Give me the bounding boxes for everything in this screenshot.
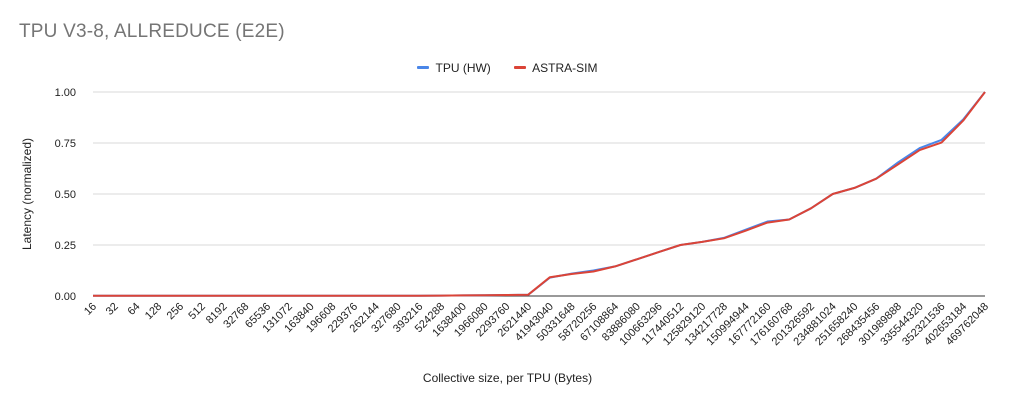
- legend-swatch-astra-sim: [514, 66, 527, 69]
- x-tick-label: 128: [143, 301, 164, 322]
- legend-item-tpu-hw[interactable]: TPU (HW): [417, 60, 491, 75]
- chart-title: TPU V3-8, ALLREDUCE (E2E): [19, 21, 285, 42]
- y-tick-label: 0.50: [55, 189, 76, 201]
- x-axis-label: Collective size, per TPU (Bytes): [422, 371, 593, 385]
- legend-label-astra-sim: ASTRA-SIM: [532, 60, 598, 75]
- legend-item-astra-sim[interactable]: ASTRA-SIM: [514, 60, 598, 75]
- y-tick-label: 0.25: [55, 240, 76, 252]
- x-tick-label: 64: [125, 301, 142, 318]
- y-tick-label: 1.00: [55, 87, 76, 99]
- y-tick-label: 0.00: [55, 291, 76, 303]
- x-tick-label: 256: [165, 301, 186, 322]
- series-line-astra-sim[interactable]: [93, 91, 986, 297]
- legend-label-tpu-hw: TPU (HW): [435, 60, 491, 75]
- x-tick-label: 32: [104, 301, 121, 318]
- y-tick-label: 0.75: [55, 138, 76, 150]
- x-tick-label: 16: [82, 301, 99, 318]
- legend-swatch-tpu-hw: [417, 66, 430, 69]
- legend: TPU (HW) ASTRA-SIM: [0, 58, 1015, 75]
